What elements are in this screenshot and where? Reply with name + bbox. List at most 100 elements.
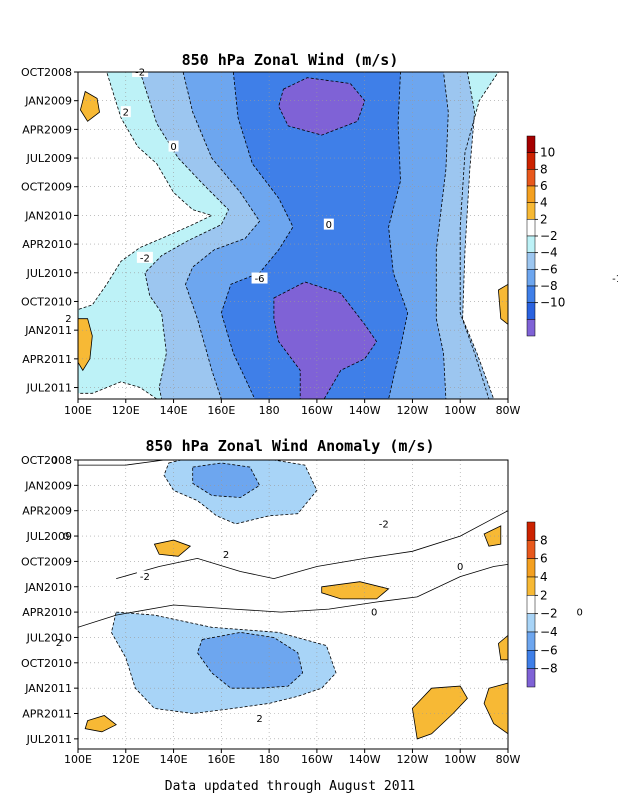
x-tick-label: 140W [349,404,381,417]
contour-label-bg [251,272,268,284]
contour-label-bg [168,140,179,152]
contour-label: -6 [255,274,265,285]
x-tick-label: 160E [207,404,235,417]
y-tick-label: JAN2011 [24,324,72,337]
y-tick-label: JUL2010 [26,631,72,644]
contour-label: 0 [170,142,176,153]
contour-line [182,72,449,399]
colorbar-swatch [526,152,536,170]
contour-line [411,685,468,740]
contour-fill [221,72,408,399]
contour-line [79,90,100,122]
colorbar-label: −6 [540,643,558,657]
y-tick-label: OCT2008 [21,66,72,79]
footer-note: Data updated through August 2011 [165,779,415,794]
contour-line [220,72,409,399]
colorbar-label: 6 [540,552,548,566]
colorbar-label: 2 [540,212,548,226]
contour-line [116,510,508,580]
y-tick-label: JAN2009 [24,479,72,492]
contour-label-bg [63,312,74,324]
colorbar-label: −10 [540,296,565,310]
x-tick-label: 120W [397,753,429,766]
fill-layer [78,72,508,399]
contour-label: 2 [123,108,129,119]
y-tick-label: OCT2009 [21,555,72,568]
contour-label: 0 [63,532,69,543]
colorbar-label: −6 [540,262,558,276]
contour-label: 2 [56,638,62,649]
colorbar-swatch [526,202,536,220]
contour-label-bg [53,636,64,648]
contour-label-bg [61,530,72,542]
colorbar-label: 8 [540,533,548,547]
colorbar-swatch [526,302,536,320]
contour-line [273,281,378,399]
y-tick-label: JUL2009 [26,152,72,165]
contour-line [110,611,337,714]
y-tick-label: OCT2009 [21,181,72,194]
colorbar-swatch [526,219,536,237]
contour-label-bg [574,606,585,618]
contour-label-bg [136,251,153,263]
contour-fill [484,525,501,547]
chart-title: 850 hPa Zonal Wind (m/s) [182,51,399,69]
contour-line [497,283,508,325]
colorbar-swatch [526,285,536,303]
contour-line [196,631,304,689]
fill-layer [85,460,508,739]
contour-label-bg [254,712,265,724]
colorbar-label: 4 [540,570,548,584]
y-tick-label: JUL2011 [26,382,72,395]
contour-line [84,715,117,733]
y-tick-label: APR2009 [22,123,72,136]
x-tick-label: 180 [259,753,280,766]
colorbar-swatch [526,595,536,614]
colorbar-label: −4 [540,625,558,639]
contour-label: 0 [51,456,57,467]
contour-label: -2 [140,572,150,583]
contour-line [278,77,366,136]
contour-label: -2 [135,68,145,79]
y-tick-label: APR2009 [22,505,72,518]
x-tick-label: 120E [112,404,140,417]
contour-label: 0 [457,562,463,573]
x-tick-label: 100W [444,753,476,766]
colorbar-swatch [526,650,536,669]
colorbar-label: −2 [540,229,558,243]
contour-fill [321,581,389,599]
contour-label-bg [455,560,466,572]
y-tick-label: OCT2010 [21,295,72,308]
x-tick-label: 80W [496,404,521,417]
y-tick-label: JUL2010 [26,267,72,280]
contour-label: 0 [576,608,582,619]
colorbar-swatch [526,631,536,651]
contour-fill [78,318,93,371]
colorbar-swatch [526,613,536,633]
contour-lines [78,460,508,740]
colorbar-swatch [526,521,536,541]
colorbar: 10 8 6 4 2 −2 −4 −6 −8 −10 [526,135,565,337]
contour-fill [273,282,377,399]
colorbar-label: −2 [540,607,558,621]
colorbar-swatch [526,319,536,337]
contour-label: 2 [223,550,229,561]
contour-label: 2 [65,314,71,325]
y-tick-label: JUL2011 [26,733,72,746]
colorbar-swatch [526,576,536,596]
colorbar-swatch [526,135,536,153]
contour-label-bg [221,548,232,560]
colorbar-swatch [526,235,536,253]
contour-label-bg [375,517,392,529]
contour-label-bg [49,454,60,465]
colorbar-swatch [526,185,536,203]
grid [78,71,508,399]
x-axis: 100E 120E 140E 160E 180 160W 140W 120W 100W 80W [64,399,521,417]
y-tick-label: APR2010 [22,238,72,251]
colorbar-label: 8 [540,162,548,176]
panel-zonal-wind-anomaly: 850 hPa Zonal Wind Anomaly (m/s) 0 -2 0 0 2 0… [21,437,585,766]
contour-line [483,525,502,547]
x-tick-label: 120W [397,404,429,417]
chart-title: 850 hPa Zonal Wind Anomaly (m/s) [146,437,435,455]
